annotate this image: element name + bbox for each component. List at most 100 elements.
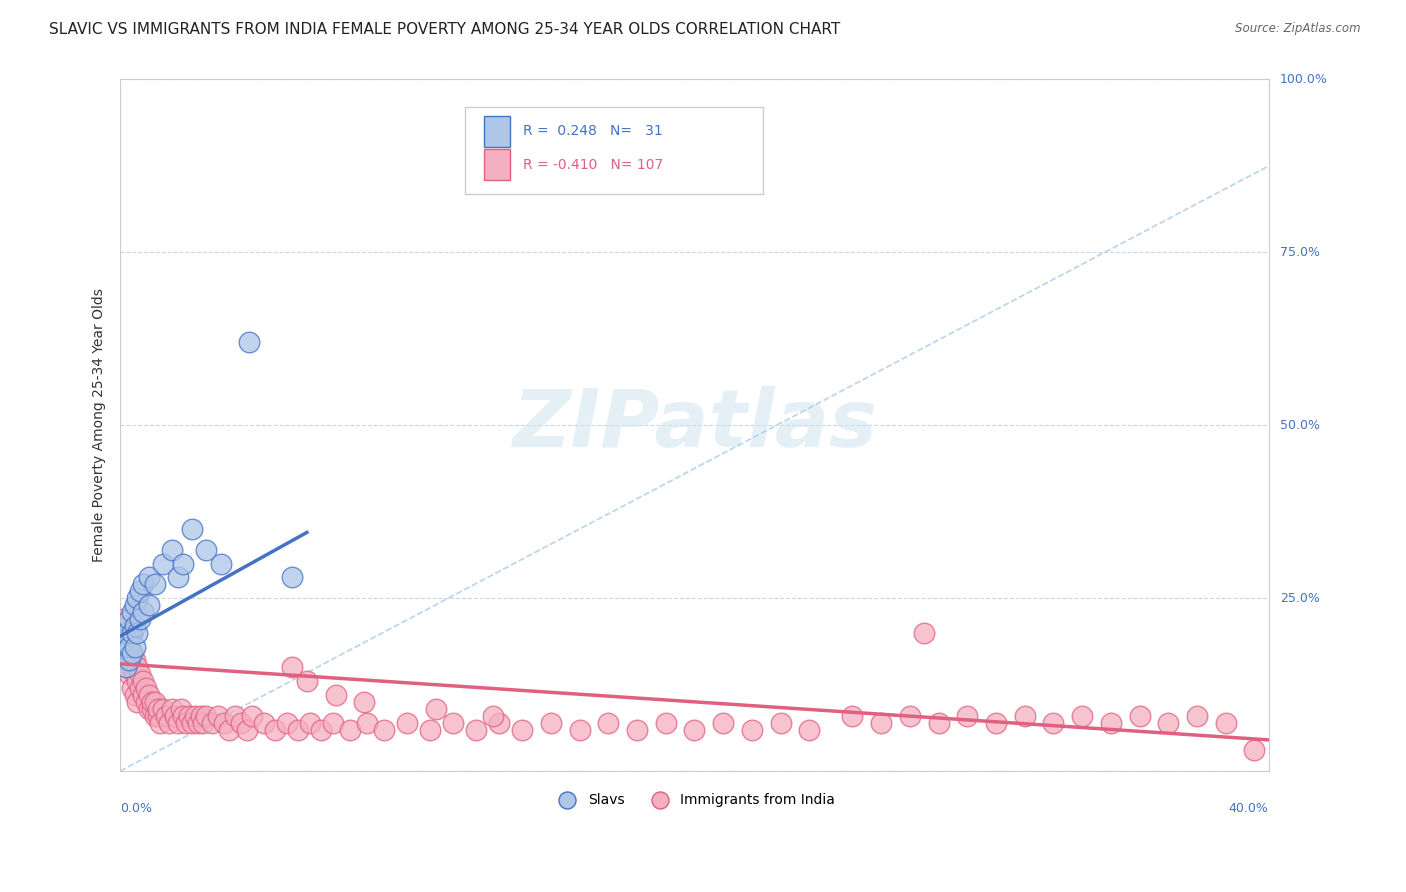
Point xyxy=(169,702,191,716)
Point xyxy=(419,723,441,737)
Point xyxy=(163,708,186,723)
Point xyxy=(143,708,166,723)
Point xyxy=(138,702,160,716)
Point xyxy=(799,723,821,737)
Point xyxy=(482,708,505,723)
Point xyxy=(141,695,163,709)
Point xyxy=(298,715,321,730)
Point xyxy=(1014,708,1036,723)
Text: Source: ZipAtlas.com: Source: ZipAtlas.com xyxy=(1236,22,1361,36)
Point xyxy=(118,653,141,667)
Point xyxy=(353,695,375,709)
Point xyxy=(115,625,138,640)
Point xyxy=(229,715,252,730)
Point xyxy=(124,640,146,654)
Point xyxy=(870,715,893,730)
Point xyxy=(121,625,143,640)
Point xyxy=(118,640,141,654)
Point xyxy=(373,723,395,737)
Text: 0.0%: 0.0% xyxy=(121,802,152,814)
Point xyxy=(112,612,135,626)
Point xyxy=(135,681,157,695)
Point xyxy=(127,591,149,606)
Point xyxy=(124,653,146,667)
Point xyxy=(124,688,146,702)
Point xyxy=(129,612,152,626)
Point xyxy=(465,723,488,737)
Point xyxy=(132,605,155,619)
Point xyxy=(928,715,950,730)
Point xyxy=(195,708,218,723)
Point xyxy=(510,723,533,737)
Point xyxy=(118,625,141,640)
Point xyxy=(956,708,979,723)
Point xyxy=(127,625,149,640)
Point xyxy=(1185,708,1208,723)
Text: 100.0%: 100.0% xyxy=(1279,73,1327,86)
Point xyxy=(769,715,792,730)
Point xyxy=(841,708,863,723)
Text: R = -0.410   N= 107: R = -0.410 N= 107 xyxy=(523,158,664,171)
Point xyxy=(683,723,706,737)
Point xyxy=(152,702,174,716)
Point xyxy=(276,715,298,730)
Point xyxy=(118,612,141,626)
Point xyxy=(172,557,194,571)
Point xyxy=(112,632,135,647)
Text: R =  0.248   N=   31: R = 0.248 N= 31 xyxy=(523,124,664,138)
Point xyxy=(711,715,734,730)
Point xyxy=(425,702,447,716)
Point xyxy=(112,647,135,661)
Point xyxy=(207,708,229,723)
Point xyxy=(129,584,152,599)
Point xyxy=(121,660,143,674)
Point xyxy=(112,625,135,640)
Point xyxy=(160,542,183,557)
Point xyxy=(568,723,591,737)
Point xyxy=(240,708,263,723)
Point xyxy=(124,667,146,681)
Point xyxy=(1215,715,1237,730)
Point xyxy=(118,653,141,667)
Bar xyxy=(484,116,509,147)
Text: SLAVIC VS IMMIGRANTS FROM INDIA FEMALE POVERTY AMONG 25-34 YEAR OLDS CORRELATION: SLAVIC VS IMMIGRANTS FROM INDIA FEMALE P… xyxy=(49,22,841,37)
Point xyxy=(166,715,188,730)
Text: 75.0%: 75.0% xyxy=(1279,246,1320,259)
Point xyxy=(146,702,169,716)
Point xyxy=(124,619,146,633)
Point xyxy=(121,681,143,695)
Point xyxy=(1042,715,1064,730)
Point xyxy=(655,715,678,730)
Point xyxy=(160,702,183,716)
Point xyxy=(193,715,215,730)
Point xyxy=(115,640,138,654)
Point xyxy=(141,702,163,716)
Point xyxy=(112,647,135,661)
Point xyxy=(179,708,201,723)
Point xyxy=(209,557,232,571)
Point xyxy=(115,619,138,633)
Point xyxy=(1128,708,1150,723)
Point xyxy=(238,335,260,350)
Point xyxy=(132,688,155,702)
Point xyxy=(118,667,141,681)
Point xyxy=(339,723,361,737)
Point xyxy=(121,605,143,619)
Point xyxy=(138,570,160,584)
Point xyxy=(984,715,1007,730)
Point xyxy=(172,708,194,723)
FancyBboxPatch shape xyxy=(465,107,763,194)
Point xyxy=(181,715,204,730)
Legend: Slavs, Immigrants from India: Slavs, Immigrants from India xyxy=(548,788,841,813)
Point xyxy=(201,715,224,730)
Point xyxy=(127,674,149,689)
Point xyxy=(174,715,197,730)
Point xyxy=(138,598,160,612)
Point xyxy=(235,723,257,737)
Point xyxy=(253,715,276,730)
Point xyxy=(295,674,318,689)
Point xyxy=(325,688,347,702)
Point xyxy=(281,660,304,674)
Point xyxy=(598,715,620,730)
Point xyxy=(181,522,204,536)
